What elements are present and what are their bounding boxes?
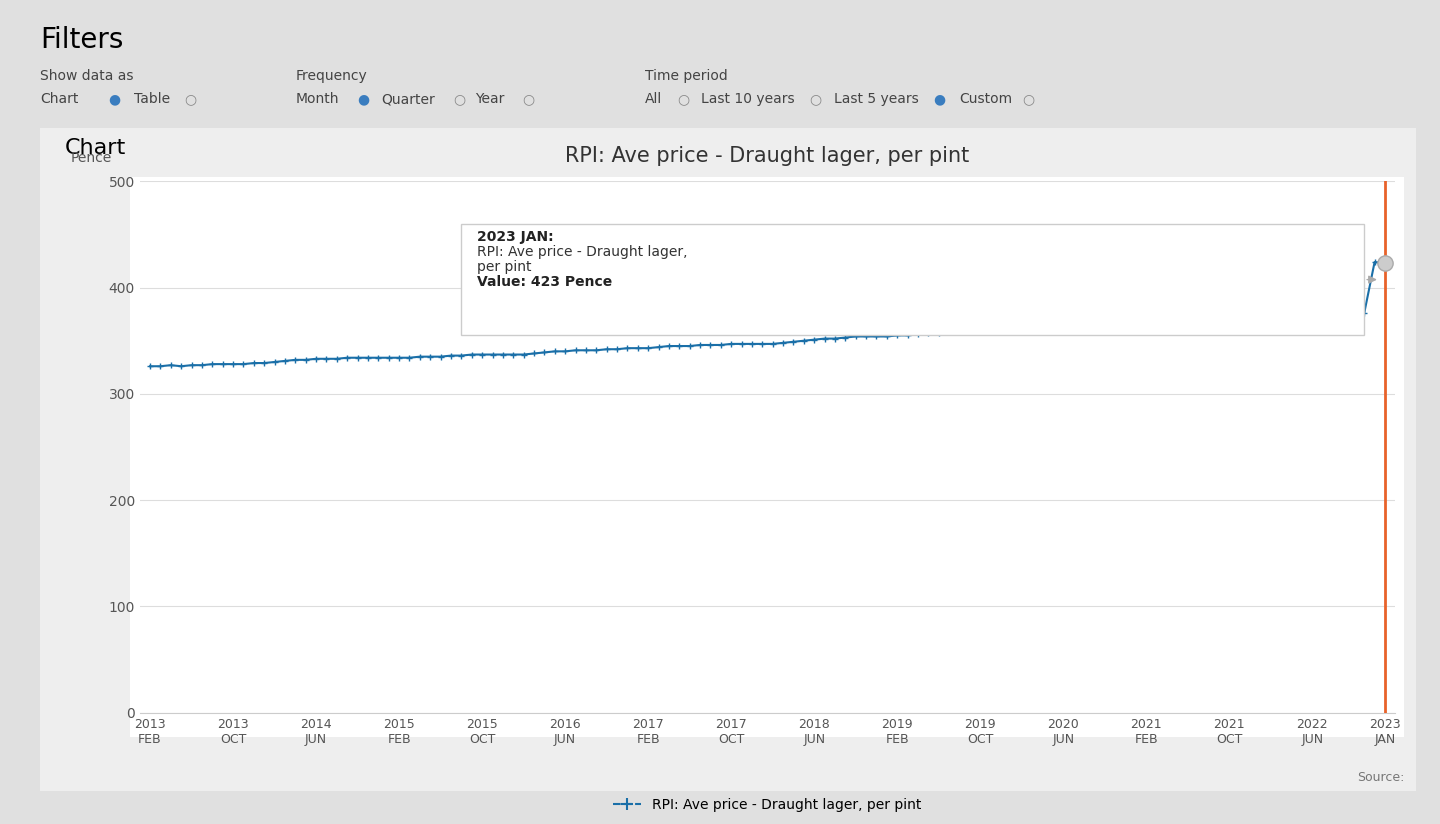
Text: Table: Table [134, 92, 170, 106]
Text: All: All [645, 92, 662, 106]
Text: Last 5 years: Last 5 years [834, 92, 919, 106]
FancyBboxPatch shape [40, 128, 1416, 791]
Text: Time period: Time period [645, 69, 727, 83]
Text: ○: ○ [677, 92, 688, 106]
Text: Month: Month [295, 92, 338, 106]
FancyBboxPatch shape [130, 177, 1404, 737]
Text: Last 10 years: Last 10 years [701, 92, 795, 106]
Text: Value: 423 Pence: Value: 423 Pence [477, 275, 612, 289]
Text: ○: ○ [184, 92, 196, 106]
Text: Pence: Pence [71, 152, 112, 166]
Text: RPI: Ave price - Draught lager,: RPI: Ave price - Draught lager, [477, 245, 687, 259]
Text: Custom: Custom [959, 92, 1012, 106]
Text: per pint: per pint [477, 260, 531, 274]
Text: ○: ○ [454, 92, 465, 106]
Text: Chart: Chart [40, 92, 79, 106]
Text: Year: Year [475, 92, 504, 106]
Text: ●: ● [108, 92, 120, 106]
Text: ●: ● [933, 92, 945, 106]
Text: Quarter: Quarter [382, 92, 435, 106]
Text: Chart: Chart [65, 138, 127, 158]
Text: ●: ● [357, 92, 369, 106]
Legend: RPI: Ave price - Draught lager, per pint: RPI: Ave price - Draught lager, per pint [608, 793, 927, 817]
Text: Frequency: Frequency [295, 69, 367, 83]
Text: ○: ○ [523, 92, 534, 106]
Text: ○: ○ [1022, 92, 1034, 106]
Text: Source:: Source: [1356, 771, 1404, 784]
Text: Show data as: Show data as [40, 69, 134, 83]
Text: 2023 JAN:: 2023 JAN: [477, 230, 553, 244]
FancyBboxPatch shape [461, 224, 1364, 335]
Text: Filters: Filters [40, 26, 124, 54]
Title: RPI: Ave price - Draught lager, per pint: RPI: Ave price - Draught lager, per pint [566, 146, 969, 166]
Text: ○: ○ [809, 92, 821, 106]
